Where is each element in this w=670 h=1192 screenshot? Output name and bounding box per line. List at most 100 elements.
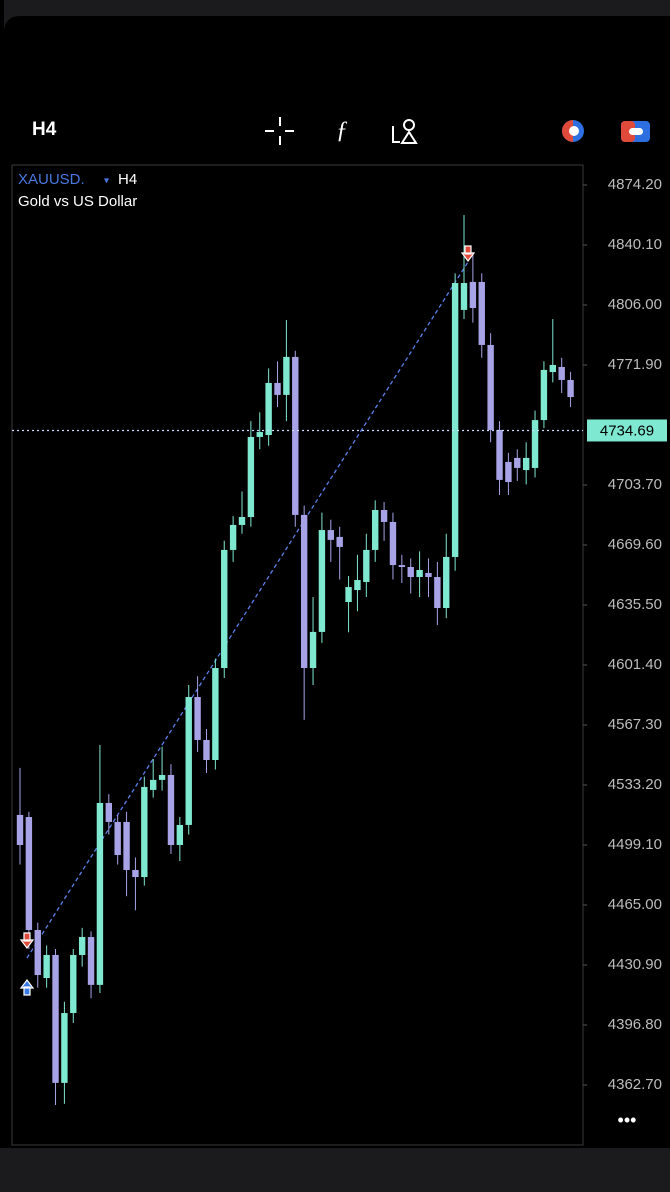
y-tick-label: 4635.50	[608, 596, 662, 613]
trend-line	[26, 261, 469, 959]
candle-body	[478, 281, 485, 345]
candle-body	[416, 569, 423, 578]
account-icon[interactable]	[621, 121, 650, 142]
candle-body	[283, 356, 290, 395]
buy-arrow	[19, 979, 35, 996]
symbol[interactable]: XAUUSD.	[18, 171, 85, 188]
y-tick-label: 4499.10	[608, 836, 662, 853]
candle-body	[123, 821, 130, 870]
symbol-menu[interactable]: ▾	[104, 176, 109, 187]
candle-body	[87, 937, 95, 985]
candle-body	[363, 549, 370, 582]
candle-body	[70, 954, 77, 1014]
candle-body	[460, 283, 468, 310]
candle-body	[425, 572, 432, 578]
candle-body	[451, 283, 459, 557]
candle-body	[52, 954, 59, 1083]
candle-body	[505, 461, 512, 483]
sell-arrow	[460, 245, 476, 262]
candle-body	[34, 929, 41, 976]
candle-body	[469, 281, 477, 308]
candle-body	[167, 774, 175, 846]
candle-body	[194, 697, 201, 740]
candle-body	[96, 802, 104, 985]
y-tick-label: 4874.20	[608, 176, 662, 193]
candle-body	[558, 366, 565, 380]
chart-frame	[11, 164, 584, 1146]
more-button[interactable]: •••	[618, 1110, 637, 1130]
chart-subtitle: Gold vs US Dollar	[18, 193, 137, 210]
candle-body	[176, 824, 184, 846]
y-tick-label: 4396.80	[608, 1016, 662, 1033]
candle-body	[309, 631, 317, 668]
y-tick-label: 4362.70	[608, 1076, 662, 1093]
candle-body	[514, 457, 521, 468]
y-tick-label: 4703.70	[608, 476, 662, 493]
y-tick-label: 4567.30	[608, 716, 662, 733]
candle-body	[434, 577, 441, 608]
y-tick-label: 4669.60	[608, 536, 662, 553]
sell-arrow	[19, 932, 35, 949]
candle-body	[336, 536, 343, 547]
candle-body	[158, 774, 166, 780]
candle-body	[443, 556, 450, 608]
candle-body	[487, 344, 494, 430]
candle-body	[407, 566, 414, 578]
candle-body	[380, 509, 388, 522]
candle-body	[265, 382, 272, 436]
y-tick-label: 4465.00	[608, 896, 662, 913]
candle-body	[345, 587, 352, 603]
indicators-icon[interactable]: ƒ	[336, 118, 348, 144]
candle-body	[389, 521, 397, 566]
bottom-bar	[0, 1148, 670, 1192]
candle-body	[212, 667, 219, 761]
candle-body	[141, 786, 148, 878]
candle-body	[496, 429, 503, 480]
candle-body	[531, 420, 539, 468]
candle-body	[292, 356, 299, 515]
candle-body	[540, 369, 548, 421]
objects-icon[interactable]	[392, 119, 418, 144]
candle-body	[247, 436, 255, 518]
candle-body	[114, 821, 121, 856]
candle-body	[43, 954, 50, 979]
top-edge	[0, 0, 670, 30]
candle-body	[61, 1013, 68, 1083]
last-price-label: 4734.69	[600, 422, 654, 439]
candle-body	[78, 937, 86, 955]
crosshair-icon[interactable]	[265, 117, 294, 145]
candle-body	[25, 817, 33, 930]
y-tick-label: 4806.00	[608, 296, 662, 313]
timeframe-button[interactable]: H4	[32, 119, 57, 140]
candle-body	[150, 779, 157, 790]
y-tick-label: 4601.40	[608, 656, 662, 673]
y-tick-label: 4430.90	[608, 956, 662, 973]
candle-body	[354, 580, 361, 591]
candle-body	[16, 814, 24, 846]
candle-body	[522, 457, 530, 471]
y-tick-label: 4840.10	[608, 236, 662, 253]
candle-body	[185, 697, 192, 825]
candle-body	[327, 530, 334, 540]
candle-body	[238, 517, 246, 525]
candle-body	[398, 565, 406, 567]
y-tick-label: 4771.90	[608, 356, 662, 373]
candle-body	[372, 509, 379, 550]
candles	[16, 215, 574, 1106]
candle-body	[229, 524, 237, 550]
candle-body	[203, 739, 210, 761]
y-tick-label: 4533.20	[608, 776, 662, 793]
candle-body	[318, 530, 326, 632]
candle-body	[567, 379, 574, 398]
candle-body	[256, 432, 263, 437]
candle-body	[549, 365, 556, 373]
last-price-box	[587, 419, 667, 442]
candle-body	[300, 514, 308, 668]
trade-icon[interactable]	[562, 120, 584, 142]
candle-body	[105, 802, 112, 822]
candle-body	[132, 869, 139, 878]
candle-body	[221, 549, 228, 668]
chart-timeframe: H4	[118, 171, 137, 188]
